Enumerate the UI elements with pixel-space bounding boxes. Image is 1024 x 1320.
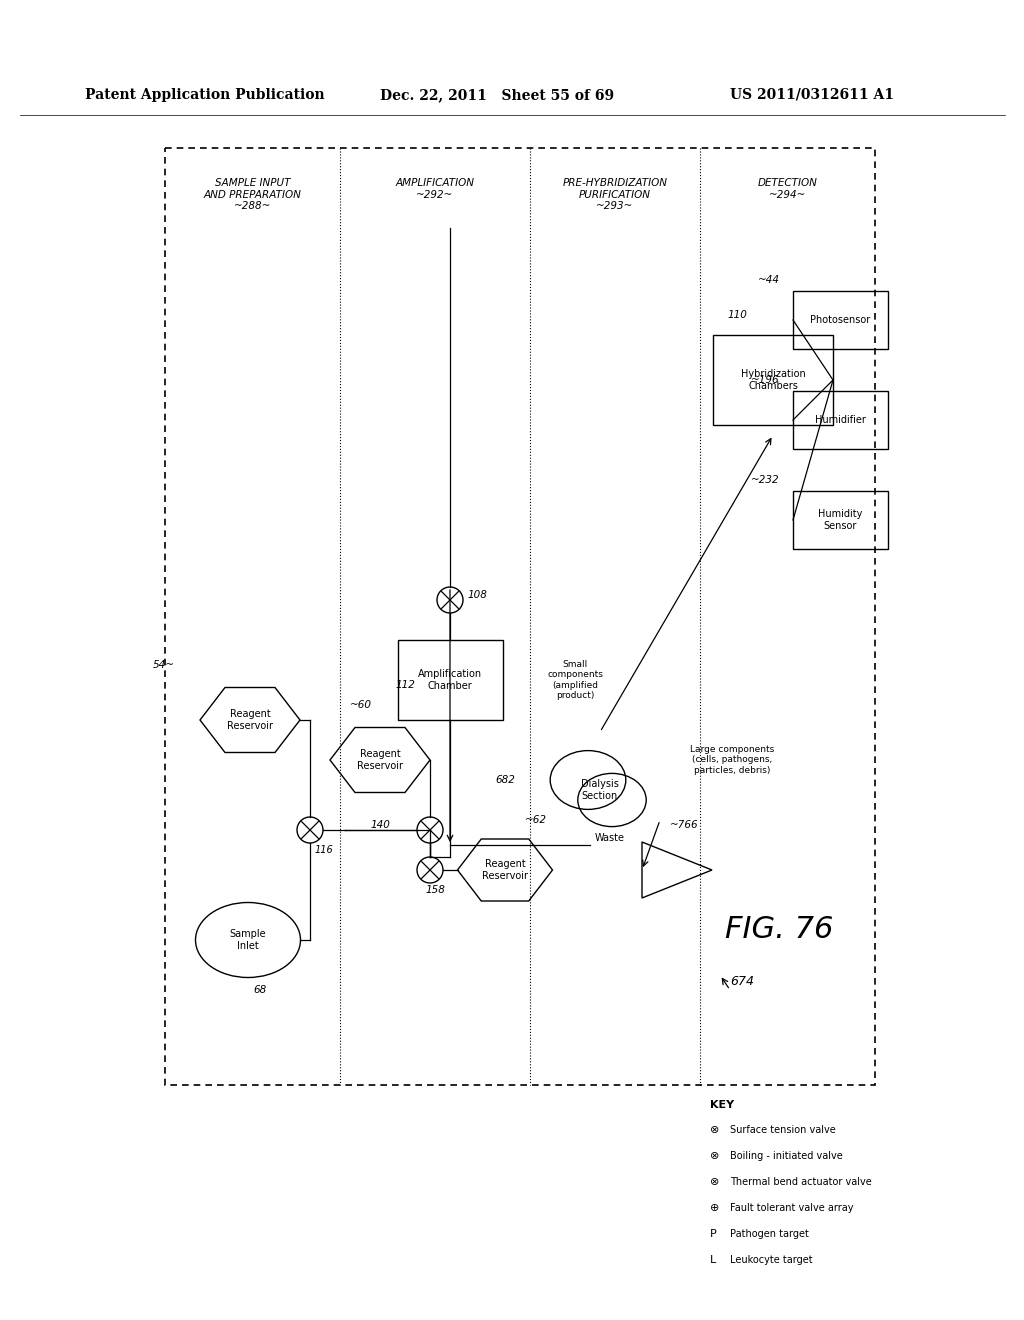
Text: PRE-HYBRIDIZATION
PURIFICATION
~293~: PRE-HYBRIDIZATION PURIFICATION ~293~ (562, 178, 668, 211)
Text: ~62: ~62 (525, 814, 547, 825)
Text: Dec. 22, 2011   Sheet 55 of 69: Dec. 22, 2011 Sheet 55 of 69 (380, 88, 614, 102)
Text: Surface tension valve: Surface tension valve (730, 1125, 836, 1135)
Text: Hybridization
Chambers: Hybridization Chambers (740, 370, 805, 391)
Text: 158: 158 (425, 884, 444, 895)
Bar (793, 290, 888, 348)
Text: KEY: KEY (710, 1100, 734, 1110)
Text: Waste: Waste (595, 833, 625, 843)
Text: 68: 68 (253, 985, 266, 995)
Text: ~44: ~44 (758, 275, 780, 285)
Text: US 2011/0312611 A1: US 2011/0312611 A1 (730, 88, 894, 102)
Text: Thermal bend actuator valve: Thermal bend actuator valve (730, 1177, 871, 1187)
Text: FIG. 76: FIG. 76 (725, 916, 834, 945)
Text: Amplification
Chamber: Amplification Chamber (418, 669, 482, 690)
Text: ⊗: ⊗ (710, 1177, 720, 1187)
Text: 674: 674 (730, 975, 754, 987)
Bar (713, 335, 833, 425)
Text: Boiling - initiated valve: Boiling - initiated valve (730, 1151, 843, 1162)
Text: ~232: ~232 (752, 475, 780, 484)
Text: P: P (710, 1229, 717, 1239)
Text: L: L (710, 1255, 716, 1265)
Text: 116: 116 (315, 845, 334, 855)
Text: 54~: 54~ (153, 660, 175, 671)
Bar (793, 491, 888, 549)
Text: Fault tolerant valve array: Fault tolerant valve array (730, 1203, 853, 1213)
Text: AMPLIFICATION
~292~: AMPLIFICATION ~292~ (395, 178, 474, 199)
Text: Small
components
(amplified
product): Small components (amplified product) (547, 660, 603, 700)
Bar (793, 391, 888, 449)
Text: Reagent
Reservoir: Reagent Reservoir (482, 859, 528, 880)
Text: ~196: ~196 (752, 375, 780, 385)
Text: ~766: ~766 (670, 820, 698, 830)
Text: Humidity
Sensor: Humidity Sensor (818, 510, 862, 531)
Text: Large components
(cells, pathogens,
particles, debris): Large components (cells, pathogens, part… (690, 744, 774, 775)
Text: SAMPLE INPUT
AND PREPARATION
~288~: SAMPLE INPUT AND PREPARATION ~288~ (204, 178, 301, 211)
Text: Leukocyte target: Leukocyte target (730, 1255, 813, 1265)
Bar (397, 640, 503, 719)
Text: 682: 682 (496, 775, 515, 785)
Text: Humidifier: Humidifier (814, 414, 865, 425)
Text: 108: 108 (468, 590, 487, 601)
Text: ⊗: ⊗ (710, 1151, 720, 1162)
Text: Patent Application Publication: Patent Application Publication (85, 88, 325, 102)
Text: ~60: ~60 (350, 700, 372, 710)
Text: 140: 140 (370, 820, 390, 830)
Text: ⊗: ⊗ (710, 1125, 720, 1135)
Bar (165, 148, 874, 1085)
Text: Reagent
Reservoir: Reagent Reservoir (357, 750, 403, 771)
Text: Pathogen target: Pathogen target (730, 1229, 809, 1239)
Text: Dialysis
Section: Dialysis Section (581, 779, 618, 801)
Text: Photosensor: Photosensor (810, 315, 870, 325)
Text: 110: 110 (728, 310, 748, 319)
Text: ⊕: ⊕ (710, 1203, 720, 1213)
Text: 112: 112 (395, 680, 415, 690)
Text: Reagent
Reservoir: Reagent Reservoir (227, 709, 273, 731)
Text: Sample
Inlet: Sample Inlet (229, 929, 266, 950)
Text: DETECTION
~294~: DETECTION ~294~ (758, 178, 817, 199)
